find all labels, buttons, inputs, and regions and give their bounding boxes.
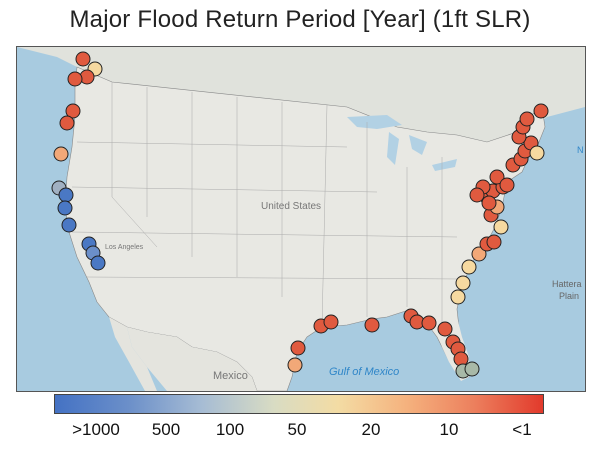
station-marker[interactable] [75, 51, 91, 67]
station-marker[interactable] [481, 195, 497, 211]
label-hatteras: Hattera [552, 279, 582, 289]
lake-erie [432, 159, 457, 171]
station-marker[interactable] [364, 317, 380, 333]
station-marker[interactable] [519, 111, 535, 127]
station-marker[interactable] [437, 321, 453, 337]
station-marker[interactable] [67, 71, 83, 87]
map-panel[interactable]: United States Mexico Gulf of Mexico Hatt… [16, 46, 586, 392]
colorbar-tick-label: <1 [512, 420, 532, 439]
stations[interactable] [51, 51, 549, 379]
state-boundaries [71, 82, 463, 328]
colorbar-tick-label: >1000 [72, 420, 120, 439]
station-marker[interactable] [287, 357, 303, 373]
colorbar-tick-label: 20 [361, 420, 381, 439]
station-marker[interactable] [421, 315, 437, 331]
station-marker[interactable] [464, 361, 480, 377]
label-hatteras-plain: Plain [559, 291, 579, 301]
station-marker[interactable] [469, 187, 485, 203]
label-united-states: United States [261, 201, 321, 212]
station-marker[interactable] [65, 103, 81, 119]
colorbar-tick-label: 50 [287, 420, 307, 439]
station-marker[interactable] [61, 217, 77, 233]
station-marker[interactable] [489, 169, 505, 185]
map-title: Major Flood Return Period [Year] (1ft SL… [69, 6, 531, 33]
station-marker[interactable] [529, 145, 545, 161]
label-los-angeles: Los Angeles [105, 244, 144, 251]
station-marker[interactable] [53, 146, 69, 162]
station-marker[interactable] [323, 314, 339, 330]
label-mexico: Mexico [213, 370, 248, 382]
station-marker[interactable] [290, 340, 306, 356]
label-ocean-n: N [577, 145, 584, 155]
lake-superior [347, 115, 402, 129]
colorbar [54, 394, 544, 414]
station-marker[interactable] [499, 177, 515, 193]
lake-michigan [387, 132, 399, 165]
lake-huron [409, 135, 427, 155]
station-marker[interactable] [58, 187, 74, 203]
mexico-land [127, 327, 257, 391]
station-marker[interactable] [57, 200, 73, 216]
station-marker[interactable] [493, 219, 509, 235]
baja-land [109, 317, 157, 391]
station-marker[interactable] [471, 246, 487, 262]
label-gulf-of-mexico: Gulf of Mexico [329, 366, 399, 378]
station-marker[interactable] [59, 115, 75, 131]
station-marker[interactable] [90, 255, 106, 271]
station-marker[interactable] [455, 275, 471, 291]
station-marker[interactable] [461, 259, 477, 275]
colorbar-tick-label: 10 [439, 420, 459, 439]
colorbar-tick-label: 100 [215, 420, 245, 439]
station-marker[interactable] [533, 103, 549, 119]
colorbar-tick-label: 500 [151, 420, 181, 439]
station-marker[interactable] [486, 234, 502, 250]
canada-land [17, 47, 585, 142]
station-marker[interactable] [450, 289, 466, 305]
map-canvas[interactable]: United States Mexico Gulf of Mexico Hatt… [17, 47, 585, 391]
